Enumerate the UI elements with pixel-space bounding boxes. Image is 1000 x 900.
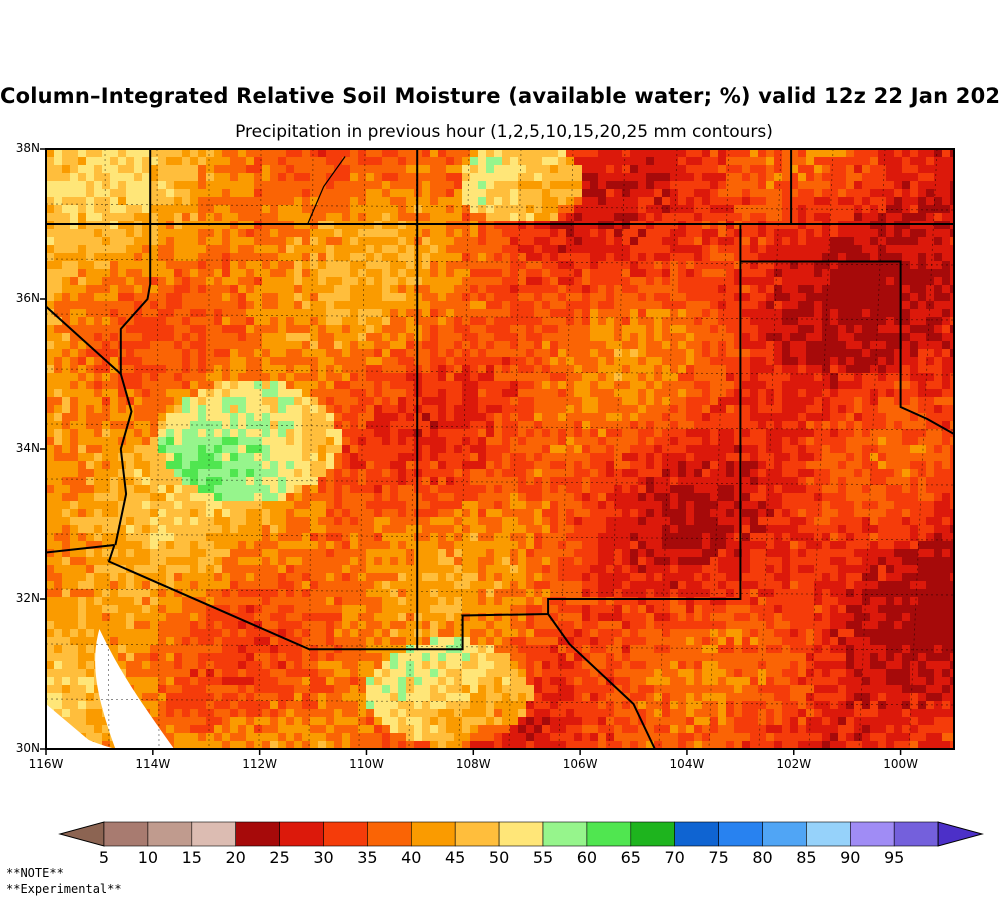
colorbar-label: 70 — [664, 848, 685, 867]
colorbar-segment — [849, 821, 895, 847]
colorbar-label: 80 — [752, 848, 773, 867]
colorbar-segment — [542, 821, 588, 847]
colorbar-label: 15 — [181, 848, 202, 867]
colorbar-over-triangle — [937, 821, 985, 847]
colorbar-label: 65 — [620, 848, 641, 867]
colorbar-label: 85 — [796, 848, 817, 867]
colorbar-segment — [630, 821, 675, 847]
colorbar-label: 30 — [313, 848, 334, 867]
colorbar — [58, 821, 985, 847]
colorbar-label: 40 — [401, 848, 422, 867]
colorbar-label: 95 — [884, 848, 905, 867]
colorbar-under-triangle — [58, 821, 105, 847]
colorbar-segment — [410, 821, 456, 847]
colorbar-segment — [454, 821, 500, 847]
longitude-label: 114W — [135, 757, 171, 771]
colorbar-label: 50 — [488, 848, 510, 867]
colorbar-segment — [367, 821, 412, 847]
longitude-label: 112W — [242, 757, 278, 771]
soil-moisture-field — [46, 149, 954, 749]
latitude-label: 30N — [15, 741, 40, 755]
colorbar-label: 45 — [445, 848, 466, 867]
latitude-label: 36N — [15, 291, 40, 305]
longitude-label: 116W — [28, 757, 64, 771]
longitude-label: 102W — [776, 757, 812, 771]
colorbar-segment — [806, 821, 851, 847]
latitude-label: 38N — [15, 141, 40, 155]
latitude-label: 32N — [15, 591, 40, 605]
colorbar-segment — [762, 821, 807, 847]
colorbar-label: 10 — [137, 848, 159, 867]
state-borders — [46, 149, 954, 749]
longitude-label: 106W — [562, 757, 598, 771]
colorbar-segment — [893, 821, 939, 847]
colorbar-segment — [674, 821, 719, 847]
colorbar-label: 90 — [840, 848, 861, 867]
colorbar-segment — [147, 821, 193, 847]
colorbar-segment — [323, 821, 368, 847]
colorbar-segment — [191, 821, 237, 847]
experimental-label: **Experimental** — [6, 882, 122, 896]
colorbar-label: 35 — [357, 848, 378, 867]
colorbar-label: 20 — [225, 848, 246, 867]
colorbar-label: 25 — [269, 848, 290, 867]
colorbar-label: 75 — [708, 848, 729, 867]
longitude-label: 108W — [455, 757, 491, 771]
colorbar-label: 60 — [576, 848, 598, 867]
colorbar-label: 55 — [532, 848, 554, 867]
map-subtitle: Precipitation in previous hour (1,2,5,10… — [235, 122, 773, 142]
colorbar-segment — [498, 821, 544, 847]
axis-ticks — [40, 148, 902, 755]
map-title: Column–Integrated Relative Soil Moisture… — [0, 84, 1000, 108]
colorbar-segment — [235, 821, 280, 847]
colorbar-label: 5 — [98, 848, 110, 867]
colorbar-segment — [586, 821, 632, 847]
longitude-label: 100W — [883, 757, 918, 771]
longitude-label: 104W — [669, 757, 705, 771]
longitude-label: 110W — [349, 757, 384, 771]
note-label: **NOTE** — [6, 866, 64, 880]
latitude-label: 34N — [15, 441, 40, 455]
colorbar-segment — [103, 821, 149, 847]
colorbar-segment — [718, 821, 763, 847]
colorbar-segment — [279, 821, 324, 847]
